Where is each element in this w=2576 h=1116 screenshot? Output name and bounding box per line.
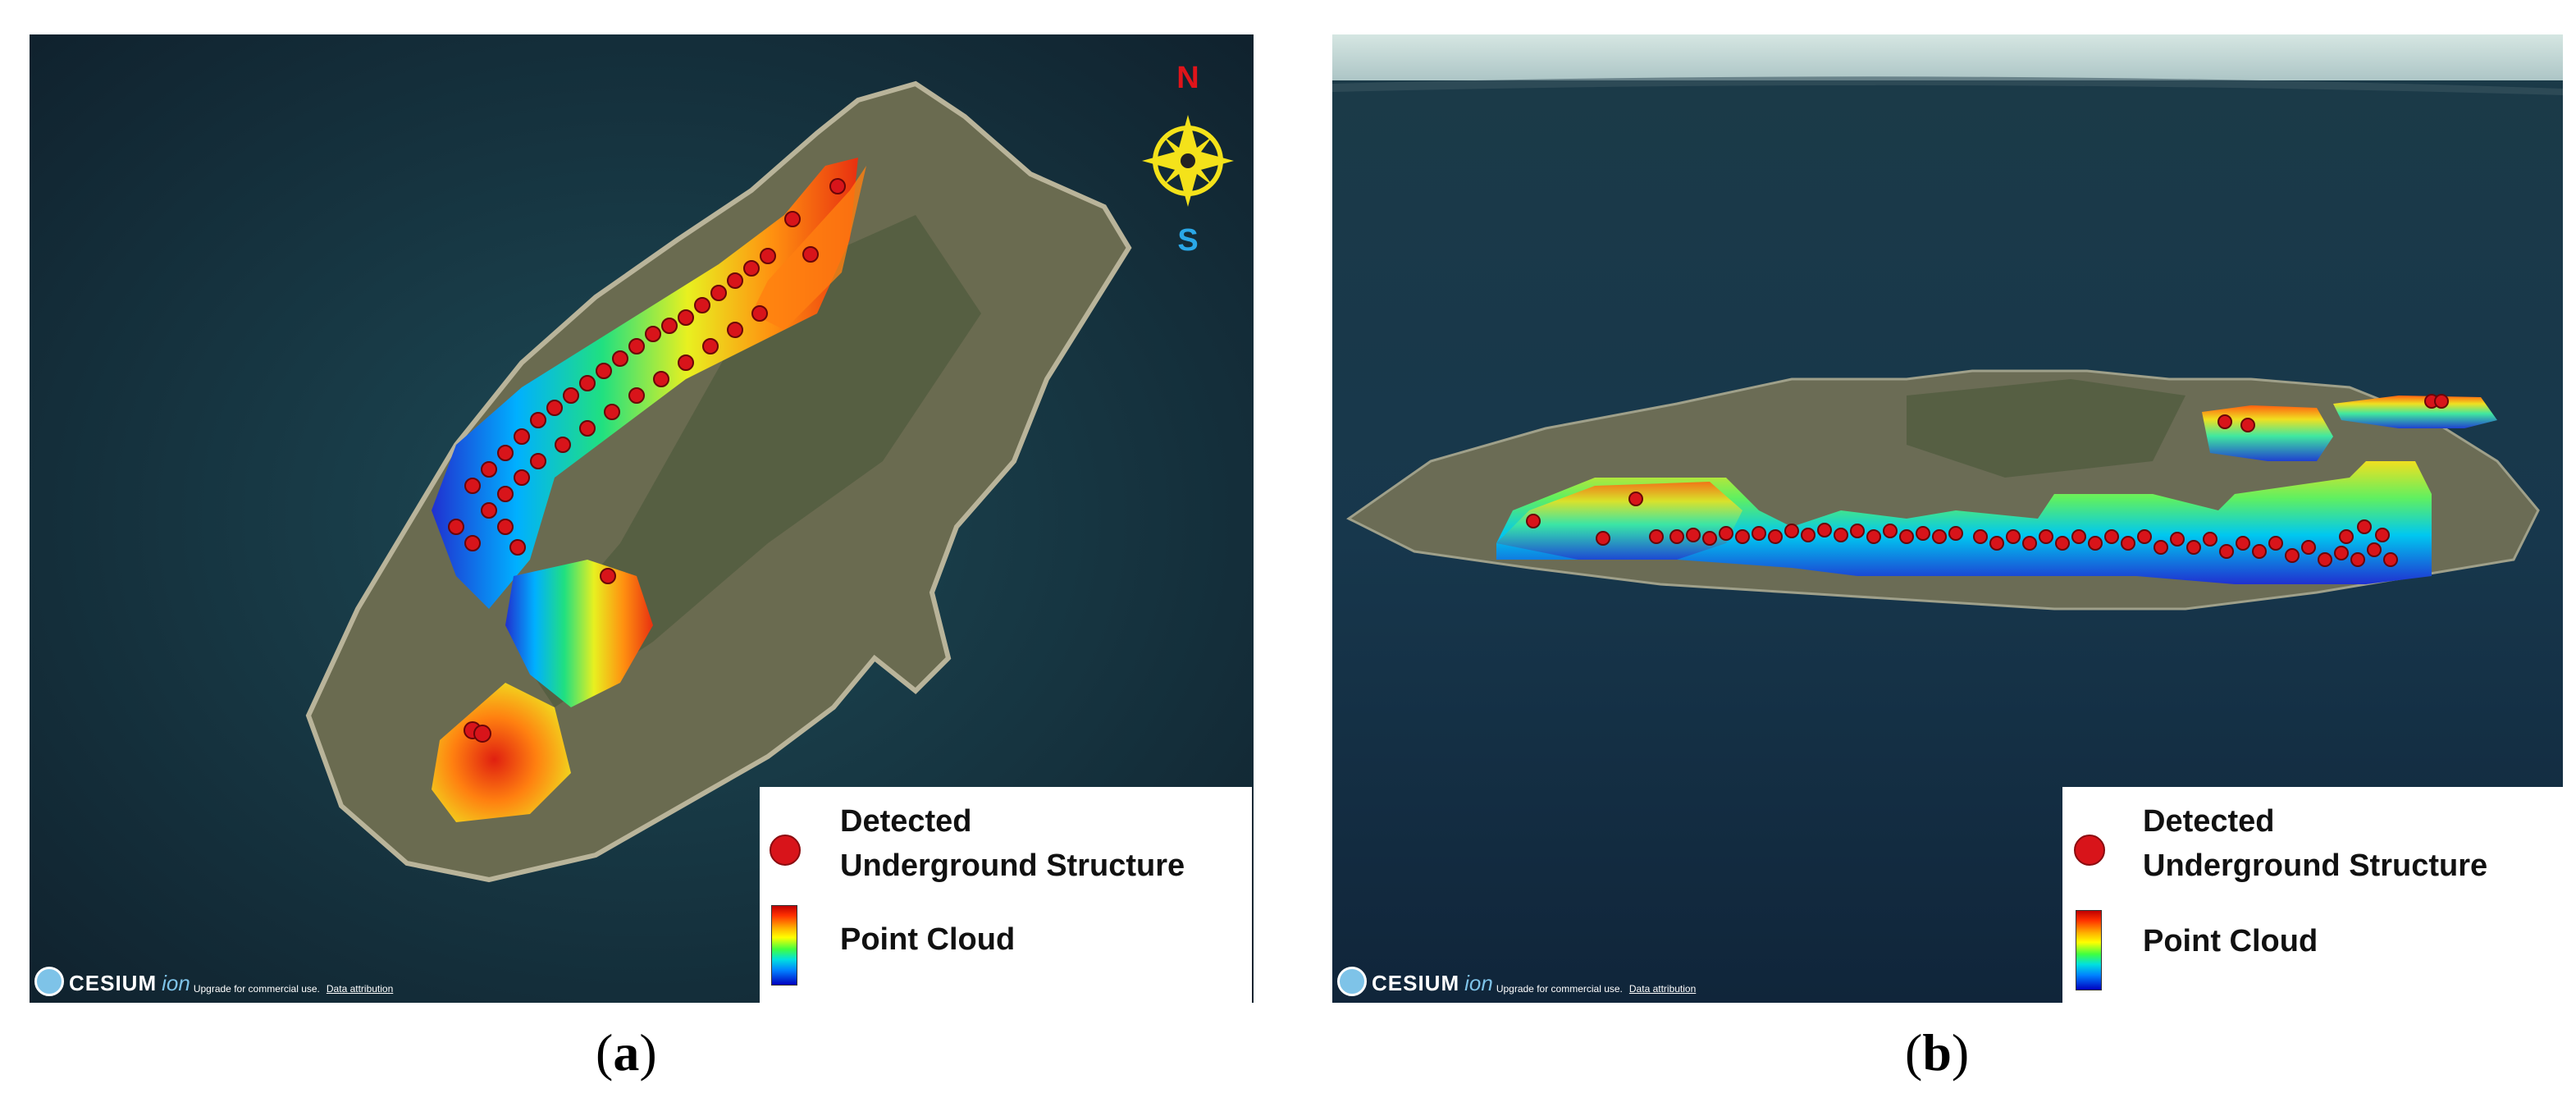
- detected-structure-marker-icon: [770, 835, 801, 866]
- horizon-haze: [1332, 76, 2563, 95]
- point-cloud-colorbar: [771, 905, 797, 986]
- point-cloud-colorbar: [2076, 910, 2102, 990]
- compass-north-label: N: [1176, 61, 1199, 95]
- cesium-brand: CESIUM: [1372, 971, 1460, 995]
- map-legend-b: Detected Underground Structure Point Clo…: [2062, 787, 2563, 1003]
- panel-caption-b: (b): [1905, 1022, 1969, 1083]
- cesium-attribution: CESIUM ion Upgrade for commercial use. D…: [1337, 967, 1696, 996]
- vegetation-patch: [1907, 379, 2185, 478]
- caption-letter: a: [613, 1023, 640, 1082]
- data-attribution-link[interactable]: Data attribution: [1628, 983, 1697, 995]
- legend-marker-label-line2: Underground Structure: [2143, 848, 2488, 883]
- detected-structure-marker-icon: [2074, 835, 2105, 866]
- cesium-brand: CESIUM: [69, 971, 158, 995]
- compass-south-label: S: [1177, 223, 1199, 258]
- caption-open-paren: (: [596, 1023, 614, 1082]
- legend-marker-label-line2: Underground Structure: [840, 848, 1185, 883]
- map-panel-a[interactable]: CESIUM ion Upgrade for commercial use. D…: [30, 34, 1254, 1003]
- upgrade-note: Upgrade for commercial use.: [193, 983, 320, 995]
- caption-open-paren: (: [1905, 1023, 1923, 1082]
- compass-icon: [1142, 115, 1234, 207]
- cesium-ion-label: ion: [162, 971, 190, 995]
- map-legend-a: Detected Underground Structure Point Clo…: [760, 787, 1252, 1003]
- detected-structure-markers: [448, 178, 846, 743]
- map-panel-b[interactable]: CESIUM ion Upgrade for commercial use. D…: [1332, 34, 2563, 1003]
- legend-colorbar-label: Point Cloud: [2143, 924, 2318, 958]
- upgrade-note: Upgrade for commercial use.: [1496, 983, 1623, 995]
- caption-close-paren: ): [639, 1023, 657, 1082]
- legend-marker-label-line1: Detected: [2143, 804, 2275, 839]
- cesium-logo-icon: [34, 967, 64, 996]
- cesium-attribution: CESIUM ion Upgrade for commercial use. D…: [34, 967, 393, 996]
- legend-marker-label-line1: Detected: [840, 804, 972, 839]
- compass-rose: N S: [1139, 61, 1237, 258]
- detected-structure-markers: [1526, 394, 2449, 567]
- legend-colorbar-label: Point Cloud: [840, 922, 1016, 957]
- panel-caption-a: (a): [596, 1022, 657, 1083]
- data-attribution-link[interactable]: Data attribution: [326, 983, 394, 995]
- cesium-logo-icon: [1337, 967, 1367, 996]
- caption-close-paren: ): [1951, 1023, 1970, 1082]
- sky-band: [1332, 34, 2563, 84]
- map-view-a[interactable]: [30, 34, 1254, 1003]
- caption-letter: b: [1922, 1023, 1952, 1082]
- cesium-ion-label: ion: [1464, 971, 1493, 995]
